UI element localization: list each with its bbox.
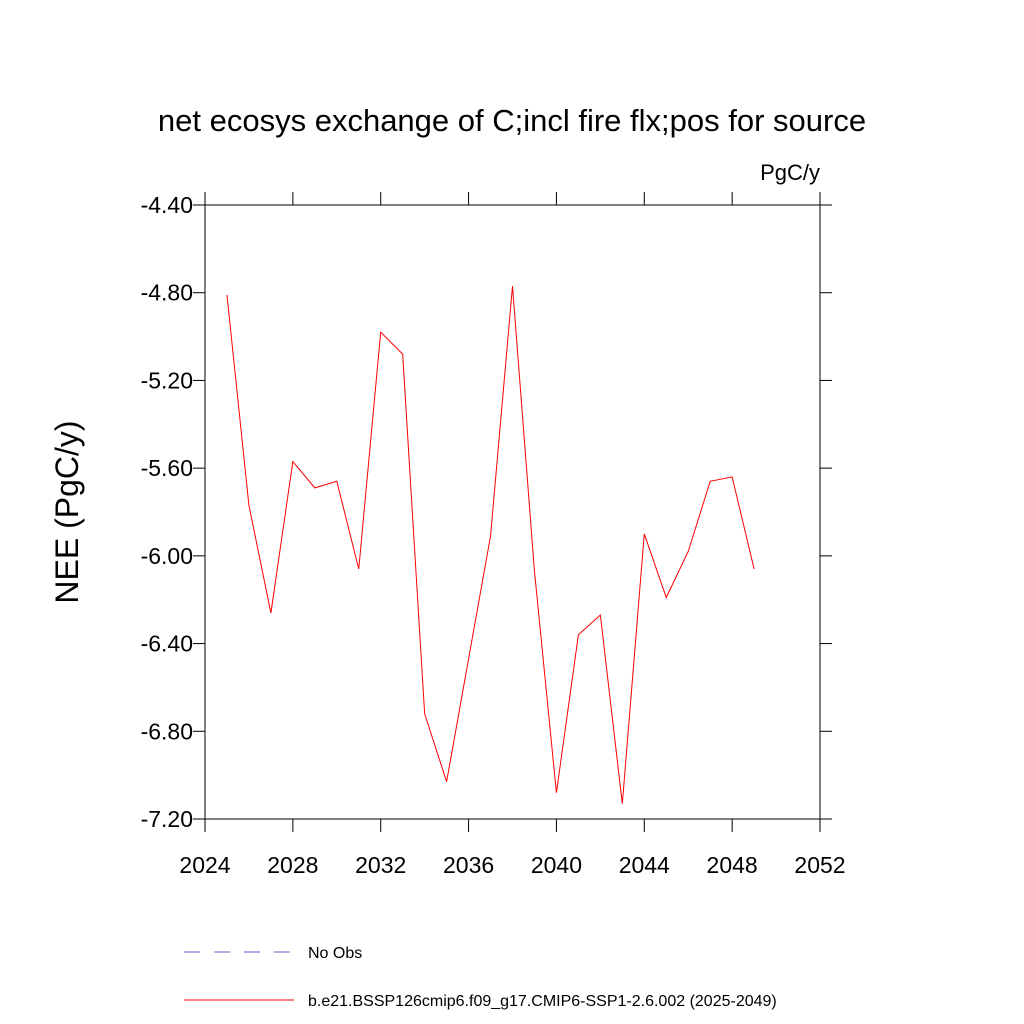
x-tick-label: 2032 [355, 852, 406, 878]
y-tick-label: -6.00 [141, 543, 193, 569]
x-tick-label: 2028 [267, 852, 318, 878]
x-tick-label: 2024 [179, 852, 230, 878]
y-axis-label: NEE (PgC/y) [49, 420, 85, 603]
x-tick-label: 2048 [707, 852, 758, 878]
x-tick-label: 2044 [619, 852, 670, 878]
x-tick-label: 2036 [443, 852, 494, 878]
legend-label: b.e21.BSSP126cmip6.f09_g17.CMIP6-SSP1-2.… [308, 993, 777, 1010]
y-tick-label: -4.40 [141, 192, 193, 218]
y-tick-label: -5.60 [141, 455, 193, 481]
data-line [226, 286, 755, 804]
plot-frame [204, 204, 821, 820]
x-tick-label: 2052 [794, 852, 845, 878]
units-label: PgC/y [760, 160, 820, 185]
chart-title: net ecosys exchange of C;incl fire flx;p… [158, 103, 866, 138]
y-tick-label: -6.80 [141, 718, 193, 744]
legend-label: No Obs [308, 945, 362, 962]
x-tick-label: 2040 [531, 852, 582, 878]
y-tick-label: -4.80 [141, 280, 193, 306]
y-tick-label: -5.20 [141, 367, 193, 393]
y-tick-label: -6.40 [141, 631, 193, 657]
y-tick-label: -7.20 [141, 806, 193, 832]
